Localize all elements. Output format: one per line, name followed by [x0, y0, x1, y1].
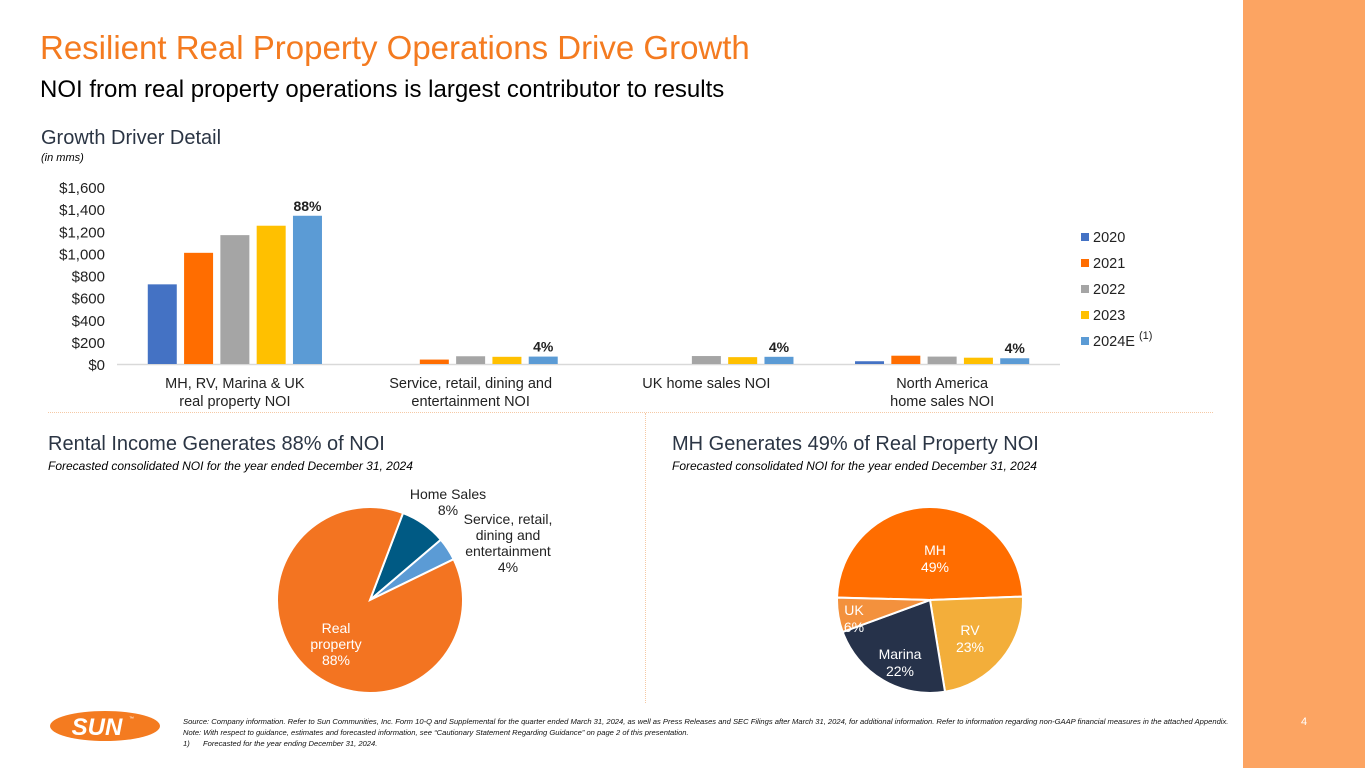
legend-swatch-2024e — [1081, 337, 1089, 345]
section-divider-vertical — [645, 413, 646, 703]
bar-2024e — [1000, 358, 1030, 364]
bar-data-label: 4% — [533, 339, 554, 355]
section-divider-horizontal — [48, 412, 1213, 413]
bar-2023 — [492, 356, 522, 364]
x-tick-label: home sales NOI — [890, 394, 994, 410]
y-tick-label: $1,400 — [59, 202, 105, 219]
legend-label-2021: 2021 — [1093, 256, 1125, 272]
pie-label: MH — [924, 542, 946, 558]
pie-label: 23% — [956, 639, 984, 655]
footnote-1-mark: 1) — [183, 739, 190, 748]
page-subtitle: NOI from real property operations is lar… — [40, 76, 725, 103]
bar-2021 — [891, 355, 921, 364]
bar-2024e — [292, 215, 322, 364]
pie-label: UK — [844, 602, 864, 618]
pie-label: 4% — [498, 559, 518, 575]
x-tick-label: MH, RV, Marina & UK — [165, 376, 305, 392]
legend-label-2023: 2023 — [1093, 308, 1125, 324]
sun-logo: SUN ™ — [50, 711, 160, 741]
bar-2022 — [691, 356, 721, 364]
x-tick-label: entertainment NOI — [411, 394, 529, 410]
pie-slice-real — [276, 506, 464, 694]
legend-swatch-2023 — [1081, 311, 1089, 319]
y-tick-label: $1,600 — [59, 180, 105, 197]
x-tick-label: Service, retail, dining and — [389, 376, 552, 392]
bar-2023 — [256, 225, 286, 364]
x-tick-label: North America — [896, 376, 989, 392]
rental-section-title: Rental Income Generates 88% of NOI — [48, 433, 385, 455]
pie-label: RV — [960, 622, 980, 638]
legend-swatch-2020 — [1081, 233, 1089, 241]
pie-label: entertainment — [465, 543, 551, 559]
page-title: Resilient Real Property Operations Drive… — [40, 29, 750, 66]
bar-2021 — [419, 359, 449, 364]
bar-2020 — [855, 361, 885, 364]
y-tick-label: $1,200 — [59, 224, 105, 241]
pie-label: 88% — [322, 652, 350, 668]
legend-swatch-2021 — [1081, 259, 1089, 267]
x-tick-label: UK home sales NOI — [642, 376, 770, 392]
footnote-source: Source: Company information. Refer to Su… — [183, 717, 1229, 726]
pie-label: 8% — [438, 502, 458, 518]
bar-data-label: 4% — [769, 339, 790, 355]
bar-2021 — [184, 252, 214, 364]
logo-ellipse — [50, 711, 160, 741]
bar-data-label: 88% — [293, 198, 322, 214]
footnote-1-text: Forecasted for the year ending December … — [203, 739, 378, 748]
logo-text: SUN — [72, 714, 123, 741]
pie-slice-uk — [836, 596, 931, 634]
mh-section-subtitle: Forecasted consolidated NOI for the year… — [672, 459, 1037, 473]
y-tick-label: $200 — [72, 335, 105, 352]
bar-2024e — [528, 356, 558, 364]
pie-label: Real — [322, 620, 351, 636]
footnotes: Source: Company information. Refer to Su… — [183, 716, 1238, 749]
pie-label: Service, retail, — [464, 511, 553, 527]
pie-label: 22% — [886, 663, 914, 679]
bar-2020 — [147, 284, 177, 364]
bar-2022 — [456, 356, 486, 364]
y-tick-label: $0 — [88, 357, 105, 374]
pie-label: Marina — [879, 646, 922, 662]
logo-trademark: ™ — [129, 716, 134, 722]
legend-label-2022: 2022 — [1093, 282, 1125, 298]
growth-driver-bar-chart: $0 $200 $400 $600 $800 $1,000 $1,200 $1,400 $1,6… — [59, 180, 1152, 410]
y-tick-label: $800 — [72, 269, 105, 286]
rental-section-subtitle: Forecasted consolidated NOI for the year… — [48, 459, 413, 473]
bar-2022 — [220, 235, 250, 364]
pie-slice-rv — [928, 595, 1024, 693]
bar-data-label: 4% — [1005, 340, 1026, 356]
pie-label: property — [310, 636, 361, 652]
page-number: 4 — [1300, 716, 1308, 728]
mh-section-title: MH Generates 49% of Real Property NOI — [672, 433, 1039, 455]
bar-2022 — [927, 356, 957, 364]
bar-2023 — [728, 357, 758, 364]
footnote-1: 1) Forecasted for the year ending Decemb… — [183, 738, 1238, 749]
legend-superscript: (1) — [1139, 330, 1152, 342]
growth-unit-note: (in mms) — [41, 152, 84, 164]
footnote-note: Note: With respect to guidance, estimate… — [183, 728, 689, 737]
growth-section-title: Growth Driver Detail — [41, 127, 222, 149]
pie-slice-mh — [836, 505, 1024, 602]
legend-label-2020: 2020 — [1093, 230, 1125, 246]
pie-label: Home Sales — [410, 486, 486, 502]
pie-label: 49% — [921, 559, 949, 575]
x-tick-label: real property NOI — [179, 394, 290, 410]
y-tick-label: $600 — [72, 291, 105, 308]
bar-2023 — [963, 357, 993, 364]
legend-swatch-2022 — [1081, 285, 1089, 293]
legend-label-2024e: 2024E — [1093, 334, 1135, 350]
pie-label: 6% — [844, 619, 864, 635]
bar-2024e — [764, 356, 794, 364]
y-tick-label: $1,000 — [59, 246, 105, 263]
pie-label: dining and — [476, 527, 541, 543]
orange-sidebar — [1243, 0, 1365, 768]
y-tick-label: $400 — [72, 313, 105, 330]
